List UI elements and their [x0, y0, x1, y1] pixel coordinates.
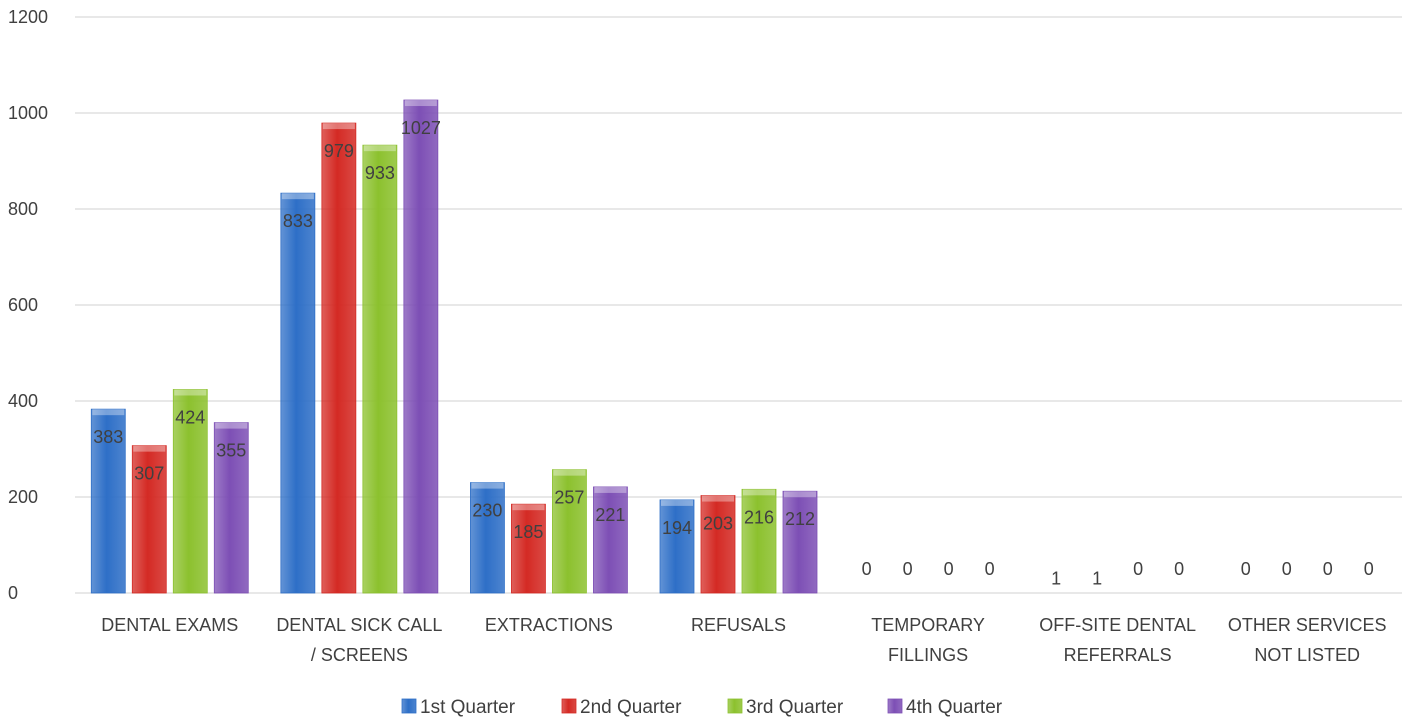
bar-highlight [512, 504, 545, 511]
data-label: 0 [985, 559, 995, 579]
legend-swatch [887, 698, 903, 714]
bar-highlight [702, 495, 734, 502]
category-label: TEMPORARY FILLINGS [871, 615, 985, 665]
legend-label: 1st Quarter [420, 697, 516, 718]
legend-swatch [727, 698, 743, 714]
category-label: EXTRACTIONS [485, 615, 613, 635]
bar-highlight [215, 422, 248, 429]
bar [403, 99, 439, 594]
y-tick-label: 0 [8, 583, 18, 603]
data-label: 1027 [401, 118, 441, 138]
legend-swatch [401, 698, 417, 714]
data-label: 0 [1323, 559, 1333, 579]
legend-swatch [561, 698, 577, 714]
data-label: 933 [365, 163, 395, 183]
data-label: 1 [1092, 569, 1102, 589]
data-label: 0 [903, 559, 913, 579]
data-labels: 383 307 424 355 833 979 933 1027 230 185 257 221 194… [93, 118, 1373, 588]
gridlines [75, 16, 1402, 594]
bar [552, 469, 587, 594]
data-label: 0 [1241, 559, 1251, 579]
category-label: DENTAL EXAMS [101, 615, 238, 635]
data-label: 203 [703, 514, 733, 534]
data-label: 212 [785, 509, 815, 529]
data-label: 1 [1051, 569, 1061, 589]
data-label: 307 [134, 464, 164, 484]
data-label: 424 [175, 407, 205, 427]
bar [172, 389, 208, 594]
bar-highlight [174, 389, 207, 396]
category-label: DENTAL SICK CALL / SCREENS [276, 615, 442, 665]
y-axis-ticks: 0 200 400 600 800 1000 1200 [8, 7, 48, 603]
data-label: 833 [283, 211, 313, 231]
y-tick-label: 1000 [8, 103, 48, 123]
data-label: 221 [595, 505, 625, 525]
data-label: 185 [513, 522, 543, 542]
data-label: 0 [1282, 559, 1292, 579]
bar [700, 495, 736, 594]
legend-label: 4th Quarter [906, 697, 1003, 718]
bar [470, 482, 505, 594]
data-label: 0 [1364, 559, 1374, 579]
data-label: 0 [862, 559, 872, 579]
bar [213, 422, 249, 594]
y-tick-label: 1200 [8, 7, 48, 27]
data-label: 194 [662, 518, 692, 538]
bar-highlight [133, 445, 166, 452]
bar [593, 486, 628, 594]
data-label: 355 [216, 441, 246, 461]
bars [90, 99, 818, 594]
bar-highlight [322, 123, 355, 130]
y-tick-label: 600 [8, 295, 38, 315]
bar-highlight [471, 482, 504, 489]
y-tick-label: 200 [8, 487, 38, 507]
bar [321, 122, 357, 594]
bar [782, 490, 818, 594]
bar-highlight [661, 499, 693, 506]
bar-highlight [281, 193, 314, 200]
bar-highlight [404, 100, 437, 107]
data-label: 230 [472, 501, 502, 521]
bar [362, 144, 398, 594]
bar-highlight [363, 145, 396, 152]
bar-highlight [594, 486, 627, 493]
y-tick-label: 800 [8, 199, 38, 219]
bar-highlight [743, 489, 775, 496]
bar-highlight [92, 409, 125, 416]
data-label: 979 [324, 141, 354, 161]
data-label: 383 [93, 427, 123, 447]
category-label: OTHER SERVICES NOT LISTED [1228, 615, 1387, 665]
x-axis-categories: DENTAL EXAMS DENTAL SICK CALL / SCREENS EXT… [101, 615, 1386, 665]
data-label: 257 [554, 488, 584, 508]
bar [511, 503, 546, 594]
bar [280, 192, 316, 594]
data-label: 216 [744, 507, 774, 527]
bar [659, 499, 695, 594]
bar [131, 445, 167, 594]
legend-label: 3rd Quarter [746, 697, 844, 718]
legend: 1st Quarter 2nd Quarter 3rd Quarter 4th Qua… [401, 697, 1003, 718]
data-label: 0 [1174, 559, 1184, 579]
bar-highlight [553, 469, 586, 476]
data-label: 0 [1133, 559, 1143, 579]
bar [741, 488, 777, 594]
y-tick-label: 400 [8, 391, 38, 411]
bar [90, 408, 126, 594]
category-label: OFF-SITE DENTAL REFERRALS [1039, 615, 1196, 665]
bar-highlight [784, 491, 816, 498]
category-label: REFUSALS [691, 615, 786, 635]
data-label: 0 [944, 559, 954, 579]
legend-label: 2nd Quarter [580, 697, 682, 718]
